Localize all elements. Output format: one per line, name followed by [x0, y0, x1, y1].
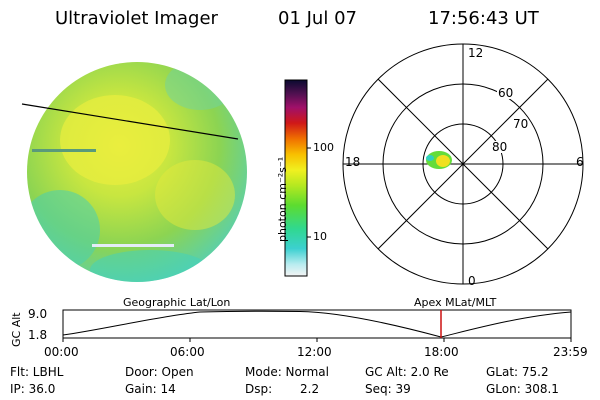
colorbar-unit-label: photon cm⁻²s⁻¹	[276, 156, 289, 242]
colorbar-tick-10: 10	[313, 230, 327, 243]
time-display: 17:56:43 UT	[428, 8, 539, 29]
status-gc-alt: GC Alt: 2.0 Re	[365, 365, 449, 379]
status-door: Door: Open	[125, 365, 194, 379]
status-mode: Mode: Normal	[245, 365, 329, 379]
status-glon: GLon: 308.1	[486, 382, 559, 396]
status-glat: GLat: 75.2	[486, 365, 549, 379]
orbit-left-title: Geographic Lat/Lon	[123, 296, 231, 309]
mlt-label-6: 6	[576, 155, 584, 169]
time-tick-0600: 06:00	[170, 345, 205, 359]
mlat-label-80: 80	[492, 140, 508, 154]
altitude-curve	[62, 310, 572, 338]
time-tick-2359: 23:59	[553, 345, 588, 359]
orbit-panel	[62, 309, 572, 342]
aurora-oval	[426, 151, 452, 169]
status-gain: Gain: 14	[125, 382, 176, 396]
status-dsp-value: 2.2	[300, 382, 320, 396]
app-title: Ultraviolet Imager	[55, 8, 218, 29]
mlt-label-0: 0	[468, 274, 476, 288]
colorbar-tick-100: 100	[313, 141, 334, 154]
orbit-y-tick-max: 9.0	[28, 307, 48, 321]
orbit-y-tick-min: 1.8	[28, 328, 48, 342]
date-display: 01 Jul 07	[278, 8, 357, 29]
orbit-axis-label: GC Alt	[10, 312, 23, 347]
mlt-label-12: 12	[468, 46, 484, 60]
mlt-label-18: 18	[345, 155, 361, 169]
polar-plot	[342, 43, 584, 285]
time-tick-0000: 00:00	[44, 345, 79, 359]
orbit-right-title: Apex MLat/MLT	[414, 296, 497, 309]
mlat-label-70: 70	[513, 117, 529, 131]
status-dsp-label: Dsp:	[245, 382, 273, 396]
color-bar	[284, 79, 311, 277]
status-filter: Flt: LBHL	[10, 365, 64, 379]
time-tick-1800: 18:00	[424, 345, 459, 359]
status-seq: Seq: 39	[365, 382, 411, 396]
status-ip: IP: 36.0	[10, 382, 56, 396]
time-tick-1200: 12:00	[297, 345, 332, 359]
uv-image	[21, 62, 247, 282]
mlat-label-60: 60	[498, 86, 514, 100]
